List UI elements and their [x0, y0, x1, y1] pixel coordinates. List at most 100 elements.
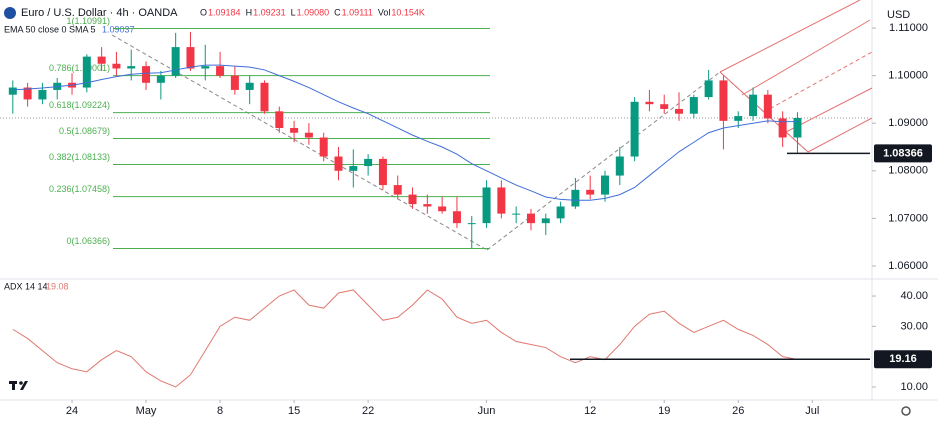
candle-body	[734, 116, 743, 121]
adx-value: 19.08	[46, 281, 69, 291]
candle-body	[378, 158, 387, 186]
candle-body	[334, 156, 343, 171]
logo-part	[20, 381, 28, 390]
x-tick-label: 8	[217, 405, 223, 417]
y-tick-label: 30.00	[900, 320, 928, 332]
candle-body	[260, 82, 269, 112]
x-tick-label: 15	[288, 405, 300, 417]
candle-body	[526, 213, 535, 224]
candle-body	[763, 94, 772, 119]
ohlc-key: L	[291, 7, 296, 17]
y-tick-label: 1.09000	[888, 117, 928, 129]
ohlc-key: C	[334, 7, 341, 17]
fib-label: 0.618(1.09224)	[49, 100, 110, 110]
candle-body	[393, 185, 402, 195]
y-tick-label: 1.06000	[888, 260, 928, 272]
pitchfork-line	[719, 0, 861, 73]
adx-level-label: 19.16	[889, 353, 917, 365]
candle-body	[423, 204, 432, 207]
candle-body	[600, 175, 609, 195]
x-tick-label: 24	[66, 405, 78, 417]
ohlc-legend: O 1.09184 H 1.09231 L 1.09080 C 1.09111 Vol 10.15…	[200, 7, 425, 17]
candle-body	[793, 117, 802, 138]
candle-body	[438, 206, 447, 212]
candle-body	[201, 66, 210, 69]
candle-body	[112, 63, 121, 69]
x-tick-label: 22	[362, 405, 374, 417]
y-tick-label: 40.00	[900, 290, 928, 302]
adx-line	[12, 289, 798, 388]
ohlc-value: 1.09080	[297, 7, 330, 17]
candle-body	[482, 187, 491, 224]
adx-label: ADX 14 14	[4, 281, 48, 291]
x-tick-label: Jun	[478, 405, 496, 417]
ohlc-key: Vol	[378, 7, 391, 17]
fib-label: 0.236(1.07458)	[49, 184, 110, 194]
settings-icon[interactable]	[901, 406, 911, 416]
candle-body	[23, 87, 32, 100]
indicator-value: 1.09037	[102, 24, 135, 34]
candle-body	[675, 108, 684, 114]
y-tick-label: 1.11000	[889, 22, 928, 34]
fib-label: 0.786(1.10001)	[49, 63, 110, 73]
candle-body	[82, 56, 91, 88]
candle-body	[97, 56, 106, 64]
indicator-label: EMA 50 close 0 SMA 5	[4, 24, 96, 34]
candle-body	[245, 82, 254, 90]
support-label-box	[874, 144, 932, 163]
ohlc-value: 1.09184	[208, 7, 241, 17]
support-label: 1.08366	[883, 147, 923, 159]
candle-body	[615, 156, 624, 176]
ohlc-value: 1.09231	[253, 7, 286, 17]
pitchfork-line	[741, 19, 871, 96]
candle-body	[275, 111, 284, 128]
candle-body	[719, 80, 728, 121]
y-tick-label: 1.07000	[888, 212, 928, 224]
candle-body	[556, 206, 565, 219]
candle-body	[630, 101, 639, 157]
candle-body	[127, 66, 136, 69]
y-tick-label: 1.08000	[888, 165, 928, 177]
candle-body	[778, 118, 787, 138]
candle-body	[156, 75, 165, 83]
candle-body	[689, 97, 698, 114]
x-tick-label: 19	[658, 405, 670, 417]
x-tick-label: 26	[732, 405, 744, 417]
candle-body	[467, 223, 476, 225]
candle-body	[349, 166, 358, 171]
candle-body	[497, 187, 506, 214]
candle-body	[290, 127, 299, 133]
candle-body	[571, 189, 580, 207]
fib-label: 0.5(1.08679)	[59, 126, 110, 136]
candle-body	[230, 75, 239, 90]
y-tick-label: 10.00	[900, 381, 928, 393]
candle-body	[319, 137, 328, 157]
adx-label-box	[874, 350, 932, 369]
candle-body	[171, 47, 180, 76]
candle-body	[586, 189, 595, 195]
candle-body	[216, 66, 225, 76]
tv-logo[interactable]	[9, 381, 28, 390]
symbol-title[interactable]: Euro / U.S. Dollar · 4h · OANDA	[21, 7, 178, 19]
logo-part	[19, 381, 23, 385]
ohlc-key: H	[246, 7, 253, 17]
currency[interactable]: USD	[887, 9, 910, 21]
candle-body	[452, 211, 461, 224]
candle-body	[660, 104, 669, 109]
candle-body	[645, 101, 654, 105]
candle-body	[142, 66, 151, 83]
candle-body	[364, 158, 373, 167]
logo-part	[12, 381, 15, 390]
ohlc-key: O	[200, 7, 207, 17]
candle-body	[749, 94, 758, 117]
fib-label: 1(1.10991)	[66, 16, 110, 26]
ohlc-value: 10.154K	[391, 7, 425, 17]
candle-body	[704, 80, 713, 98]
candle-body	[304, 132, 313, 138]
candle-body	[8, 87, 17, 95]
fib-label: 0(1.06366)	[66, 236, 110, 246]
candle-body	[408, 194, 417, 205]
candle-body	[541, 218, 550, 224]
